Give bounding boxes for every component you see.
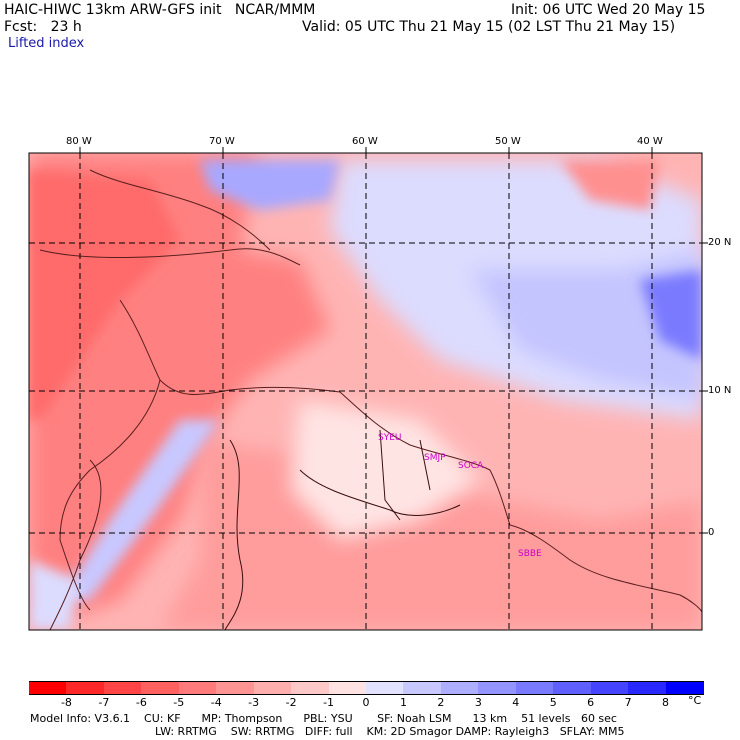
lon-label-60w: 60 W <box>352 136 378 147</box>
model-title: HAIC-HIWC 13km ARW-GFS init NCAR/MMM <box>4 2 316 18</box>
colorbar-tick-label: 3 <box>474 696 482 709</box>
colorbar-tick-label: 8 <box>662 696 670 709</box>
colorbar-tick-label: 6 <box>587 696 595 709</box>
lat-lon-grid <box>29 153 702 630</box>
lat-label-20n: 20 N <box>708 237 732 248</box>
colorbar-tick-label: 5 <box>549 696 557 709</box>
colorbar-swatch <box>141 681 180 695</box>
axis-ticks <box>79 147 708 534</box>
colorbar-swatch <box>553 681 592 695</box>
colorbar-swatch <box>403 681 442 695</box>
lon-label-80w: 80 W <box>66 136 92 147</box>
station-syeu: SYEU <box>378 433 401 443</box>
model-info-line2: LW: RRTMG SW: RRTMG DIFF: full KM: 2D Sm… <box>155 725 625 738</box>
colorbar-swatch <box>366 681 404 695</box>
colorbar-swatch <box>440 681 479 695</box>
colorbar-tick-label: -5 <box>173 696 185 709</box>
field-name: Lifted index <box>8 36 85 51</box>
colorbar-tick-label: -2 <box>285 696 297 709</box>
station-smjp: SMJP <box>424 453 446 463</box>
colorbar-swatch <box>291 681 330 695</box>
forecast-hour: Fcst: 23 h <box>4 19 82 35</box>
colorbar-tick-label: 7 <box>624 696 632 709</box>
valid-time: Valid: 05 UTC Thu 21 May 15 (02 LST Thu … <box>302 19 676 35</box>
lat-label-10n: 10 N <box>708 385 732 396</box>
station-sbbe: SBBE <box>518 549 542 559</box>
lon-label-70w: 70 W <box>209 136 235 147</box>
coastlines <box>39 169 703 631</box>
colorbar-swatch <box>66 681 105 695</box>
colorbar-tick-label: 4 <box>512 696 520 709</box>
station-soca: SOCA <box>458 461 484 471</box>
colorbar-tick-label: -3 <box>248 696 260 709</box>
colorbar-tick-label: -8 <box>60 696 72 709</box>
lat-label-0: 0 <box>708 527 715 538</box>
lon-label-50w: 50 W <box>495 136 521 147</box>
init-time: Init: 06 UTC Wed 20 May 15 <box>511 2 706 18</box>
colorbar-tick-label: -7 <box>98 696 110 709</box>
colorbar-swatch <box>216 681 255 695</box>
colorbar-swatch <box>178 681 217 695</box>
colorbar-swatch <box>590 681 629 695</box>
colorbar-tick-label: 0 <box>362 696 370 709</box>
colorbar-tick-label: -1 <box>323 696 335 709</box>
colorbar-swatch <box>478 681 517 695</box>
colorbar-tick-label: 1 <box>399 696 407 709</box>
borders <box>224 429 461 631</box>
model-info-line1: Model Info: V3.6.1 CU: KF MP: Thompson P… <box>30 712 617 725</box>
colorbar-swatch <box>328 681 367 695</box>
lon-label-40w: 40 W <box>637 136 663 147</box>
colorbar-swatch <box>628 681 667 695</box>
colorbar-swatch <box>515 681 554 695</box>
colorbar-swatch <box>29 681 67 695</box>
colorbar-tick-label: 2 <box>437 696 445 709</box>
colorbar-swatch <box>253 681 292 695</box>
colorbar-unit: °C <box>688 694 702 707</box>
colorbar-swatch <box>665 681 704 695</box>
colorbar-tick-label: -4 <box>210 696 222 709</box>
map-frame <box>28 152 703 631</box>
colorbar-tick-label: -6 <box>135 696 147 709</box>
colorbar-swatch <box>103 681 142 695</box>
